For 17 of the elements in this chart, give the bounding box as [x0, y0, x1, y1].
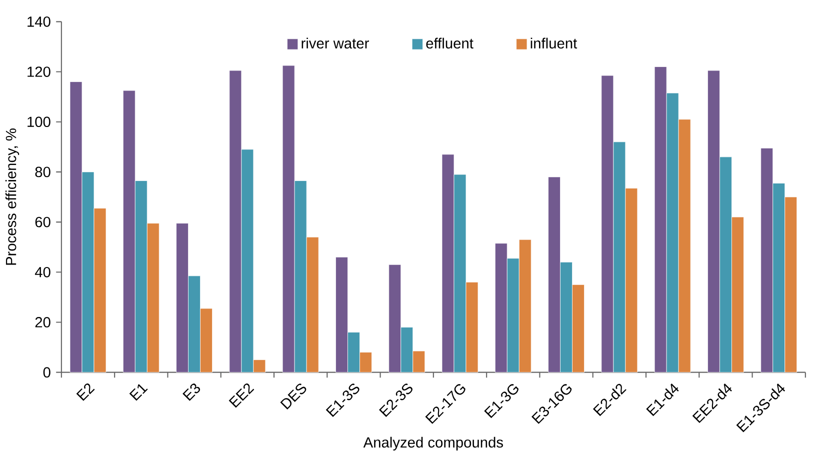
- y-tick-label: 60: [35, 216, 50, 228]
- x-tick-label: E1: [129, 384, 148, 401]
- legend-label: influent: [530, 38, 578, 49]
- x-tick-label: EE2: [228, 384, 254, 408]
- y-tick-label: 140: [28, 16, 50, 27]
- x-tick-label: E3: [182, 384, 200, 401]
- legend-label: river water: [302, 38, 369, 49]
- y-tick-label: 100: [28, 116, 50, 128]
- y-tick-label: 20: [35, 317, 50, 328]
- y-tick-label: 40: [34, 266, 50, 278]
- legend-label: effluent: [426, 38, 474, 49]
- x-axis-title: Analyzed compounds: [363, 436, 503, 450]
- y-axis-title: Process efficiency, %: [5, 128, 20, 265]
- x-tick-label: E2: [76, 384, 95, 401]
- y-tick-label: 80: [35, 166, 50, 178]
- y-tick-label: 0: [43, 367, 50, 378]
- y-tick-label: 120: [28, 66, 50, 77]
